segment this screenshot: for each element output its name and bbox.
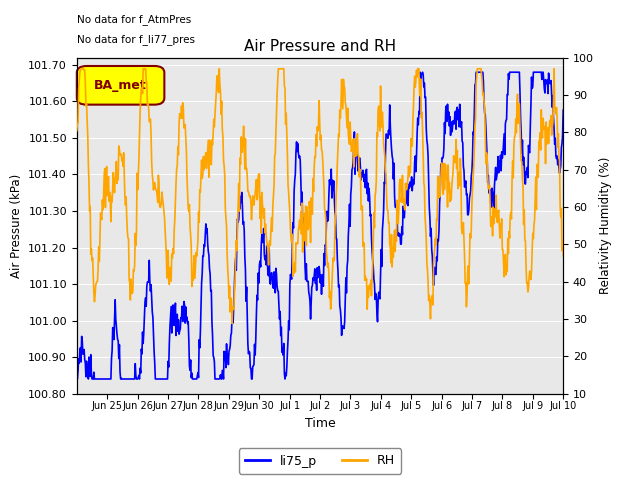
FancyBboxPatch shape bbox=[77, 66, 164, 105]
Text: No data for f_AtmPres: No data for f_AtmPres bbox=[77, 14, 191, 25]
Text: No data for f_li77_pres: No data for f_li77_pres bbox=[77, 34, 195, 45]
Legend: li75_p, RH: li75_p, RH bbox=[239, 448, 401, 474]
Title: Air Pressure and RH: Air Pressure and RH bbox=[244, 39, 396, 54]
Y-axis label: Relativity Humidity (%): Relativity Humidity (%) bbox=[600, 157, 612, 294]
Text: BA_met: BA_met bbox=[94, 79, 147, 92]
X-axis label: Time: Time bbox=[305, 417, 335, 430]
Y-axis label: Air Pressure (kPa): Air Pressure (kPa) bbox=[10, 173, 23, 278]
